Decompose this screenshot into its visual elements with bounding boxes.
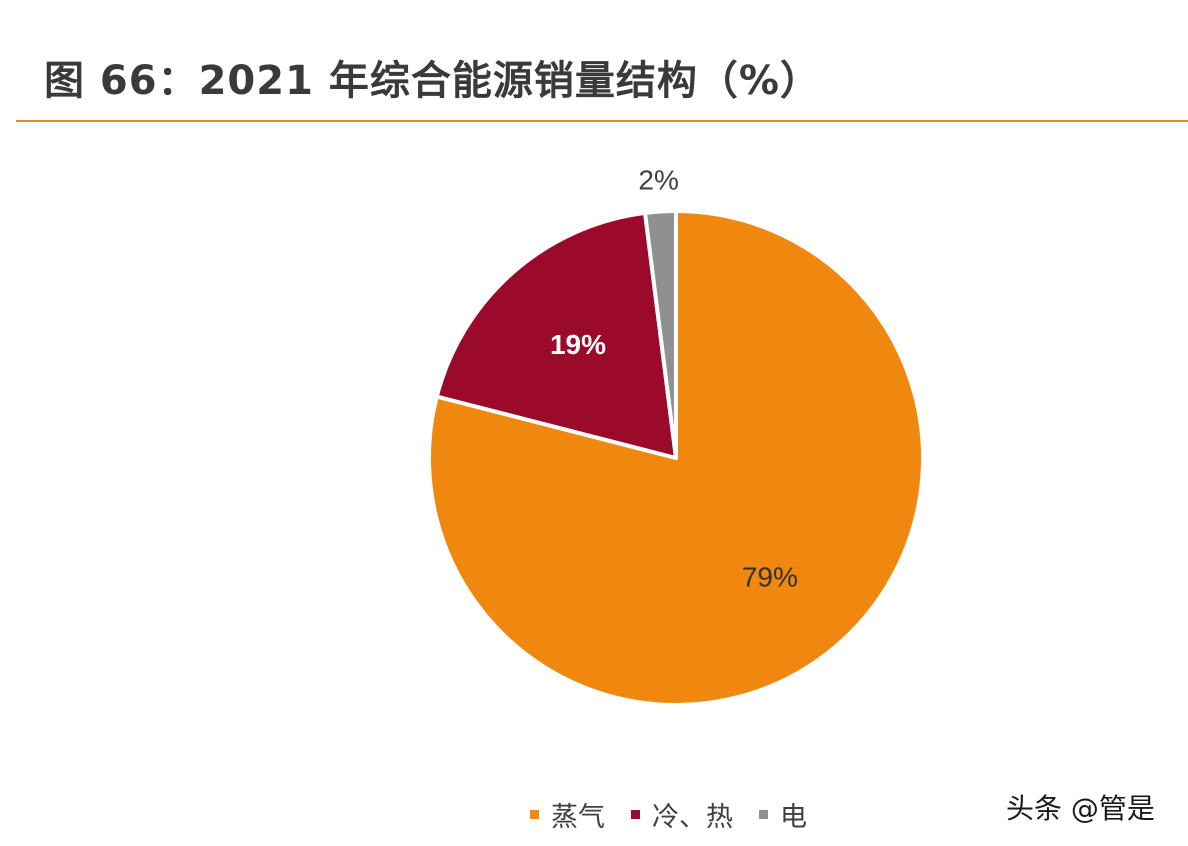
pie-slice-1 [427, 209, 925, 707]
legend-swatch [631, 810, 640, 819]
legend-item-2: 冷、热 [631, 795, 733, 834]
pie-slice-2 [434, 210, 678, 460]
legend-label: 电 [780, 802, 807, 833]
chart-title: 图 66：2021 年综合能源销量结构（%） [44, 58, 821, 104]
chart-legend: 蒸气 冷、热 电 [530, 795, 833, 834]
legend-label: 冷、热 [652, 802, 733, 833]
legend-item-1: 蒸气 [530, 795, 605, 834]
legend-item-3: 电 [759, 795, 807, 834]
watermark: 头条 @管是 [1006, 792, 1155, 825]
pie-label-1: 79% [742, 561, 798, 592]
pie-slices [427, 209, 925, 707]
legend-swatch [759, 810, 768, 819]
legend-swatch [530, 810, 539, 819]
pie-slice-3 [643, 209, 678, 460]
title-divider [16, 120, 1188, 122]
pie-label-3: 2% [638, 164, 678, 195]
pie-label-2: 19% [550, 329, 606, 360]
pie-labels: 79% 19% 2% [550, 164, 798, 592]
legend-label: 蒸气 [551, 802, 605, 833]
